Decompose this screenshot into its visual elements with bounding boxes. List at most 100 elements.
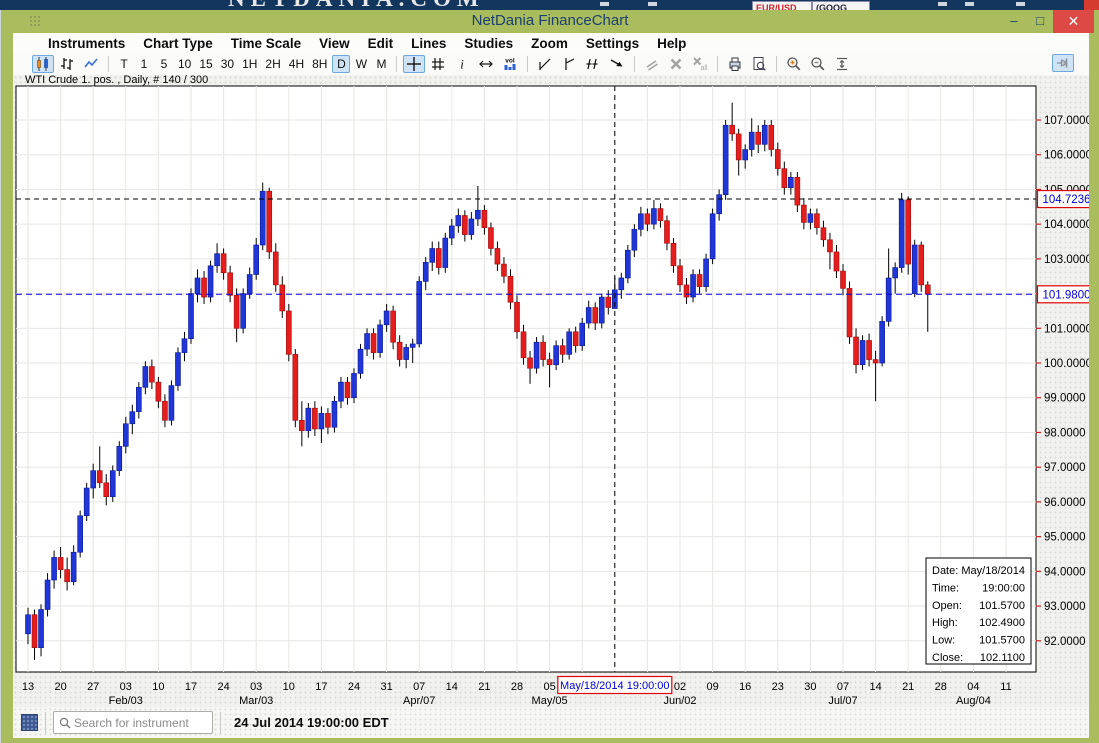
grid-button[interactable] <box>427 55 449 73</box>
zoomin-icon <box>786 56 802 72</box>
search-input[interactable] <box>72 715 196 731</box>
trend-line-button[interactable] <box>534 55 556 73</box>
resizeh-icon <box>478 56 494 72</box>
info-button[interactable]: i <box>451 55 473 73</box>
pin-icon <box>1055 55 1071 71</box>
menu-studies[interactable]: Studies <box>455 36 522 51</box>
candlestick-icon <box>35 56 51 72</box>
menu-chart-type[interactable]: Chart Type <box>134 36 222 51</box>
background-browser-close-fragment <box>1084 0 1099 10</box>
timescale-8h[interactable]: 8H <box>309 55 330 73</box>
ohlc-tooltip: Date:May/18/2014Time:19:00:00Open:101.57… <box>926 558 1031 664</box>
menu-view[interactable]: View <box>310 36 359 51</box>
timescale-4h[interactable]: 4H <box>286 55 307 73</box>
svg-text:17: 17 <box>185 681 197 693</box>
arrow-tool-button[interactable] <box>606 55 628 73</box>
svg-text:14: 14 <box>446 681 458 693</box>
menu-zoom[interactable]: Zoom <box>522 36 577 51</box>
fit-vertical-button[interactable] <box>831 55 853 73</box>
menu-time-scale[interactable]: Time Scale <box>222 36 310 51</box>
timescale-10min[interactable]: 10 <box>175 55 194 73</box>
svg-text:94.0000: 94.0000 <box>1044 566 1086 578</box>
plot-area[interactable] <box>16 86 1036 672</box>
background-logo: NETDANIA.COM <box>228 0 485 10</box>
svg-text:Date:: Date: <box>932 565 958 577</box>
window-content: InstrumentsChart TypeTime ScaleViewEditL… <box>13 33 1089 738</box>
timescale-daily[interactable]: D <box>332 55 350 73</box>
time-axis: 1320270310172403101724310714212805020916… <box>22 681 1012 707</box>
ohlc-icon <box>59 56 75 72</box>
candlestick-chart-button[interactable] <box>32 55 54 73</box>
menu-edit[interactable]: Edit <box>359 36 403 51</box>
svg-text:High:: High: <box>932 617 958 629</box>
svg-text:03: 03 <box>250 681 262 693</box>
background-browser-fragment <box>648 2 657 6</box>
toolbar-separator <box>634 56 635 72</box>
chart-region[interactable]: WTI Crude 1. pos. , Daily, # 140 / 30092… <box>13 75 1089 707</box>
timescale-weekly[interactable]: W <box>352 55 370 73</box>
info-icon: i <box>454 56 470 72</box>
fitv-icon <box>834 56 850 72</box>
svg-text:Apr/07: Apr/07 <box>403 695 435 707</box>
crosshair-button[interactable] <box>403 55 425 73</box>
ohlc-bars-button[interactable] <box>56 55 78 73</box>
svg-text:103.0000: 103.0000 <box>1044 254 1089 266</box>
title-bar[interactable]: NetDania FinanceChart – □ ✕ <box>1 10 1099 33</box>
delete-all-lines-button[interactable]: all <box>689 55 711 73</box>
timescale-5min[interactable]: 5 <box>155 55 173 73</box>
grid-handle-icon[interactable] <box>21 714 38 731</box>
minimize-button[interactable]: – <box>1001 10 1027 33</box>
svg-text:May/18/2014 19:00:00: May/18/2014 19:00:00 <box>560 680 669 692</box>
line-chart-button[interactable] <box>80 55 102 73</box>
timescale-2h[interactable]: 2H <box>262 55 283 73</box>
timescale-1min[interactable]: 1 <box>135 55 153 73</box>
svg-text:07: 07 <box>837 681 849 693</box>
timescale-tick[interactable]: T <box>115 55 133 73</box>
timescale-30min[interactable]: 30 <box>218 55 237 73</box>
move-parallel-button[interactable] <box>641 55 663 73</box>
svg-text:97.0000: 97.0000 <box>1044 462 1086 474</box>
pin-panel-button[interactable] <box>1052 54 1074 72</box>
delete-line-button[interactable] <box>665 55 687 73</box>
menu-instruments[interactable]: Instruments <box>39 36 134 51</box>
zoom-in-button[interactable] <box>783 55 805 73</box>
instrument-search-box[interactable] <box>53 711 213 734</box>
svg-text:13: 13 <box>22 681 34 693</box>
svg-text:102.4900: 102.4900 <box>979 617 1025 629</box>
svg-text:03: 03 <box>120 681 132 693</box>
print-preview-button[interactable] <box>748 55 770 73</box>
volume-button[interactable]: vol <box>499 55 521 73</box>
menu-lines[interactable]: Lines <box>402 36 455 51</box>
toolbar-separator <box>108 56 109 72</box>
zoom-out-button[interactable] <box>807 55 829 73</box>
search-icon <box>58 716 72 730</box>
last-price-marker: 101.9800 <box>1038 286 1090 303</box>
svg-text:28: 28 <box>935 681 947 693</box>
trendvline-icon <box>561 56 577 72</box>
trendarrow-icon <box>609 56 625 72</box>
menu-bar: InstrumentsChart TypeTime ScaleViewEditL… <box>13 33 1089 53</box>
print-icon <box>727 56 743 72</box>
timescale-1h[interactable]: 1H <box>239 55 260 73</box>
timescale-15min[interactable]: 15 <box>196 55 215 73</box>
svg-text:99.0000: 99.0000 <box>1044 393 1086 405</box>
instrument-label: WTI Crude 1. pos. , Daily, # 140 / 300 <box>25 75 208 86</box>
print-button[interactable] <box>724 55 746 73</box>
background-browser-fragment <box>938 2 947 6</box>
vertical-line-button[interactable] <box>558 55 580 73</box>
crosshair-price-marker: 104.7236 <box>1038 191 1090 208</box>
svg-text:93.0000: 93.0000 <box>1044 601 1086 613</box>
deleteall-icon: all <box>692 56 708 72</box>
close-button[interactable]: ✕ <box>1053 10 1094 33</box>
svg-text:96.0000: 96.0000 <box>1044 497 1086 509</box>
background-browser-fragment <box>1016 2 1025 6</box>
timescale-monthly[interactable]: M <box>372 55 390 73</box>
toolbar-separator <box>527 56 528 72</box>
menu-settings[interactable]: Settings <box>577 36 648 51</box>
divider <box>220 712 221 734</box>
maximize-button[interactable]: □ <box>1027 10 1053 33</box>
horizontal-scale-button[interactable] <box>475 55 497 73</box>
parallel-lines-button[interactable] <box>582 55 604 73</box>
menu-help[interactable]: Help <box>648 36 695 51</box>
grid-icon <box>430 56 446 72</box>
